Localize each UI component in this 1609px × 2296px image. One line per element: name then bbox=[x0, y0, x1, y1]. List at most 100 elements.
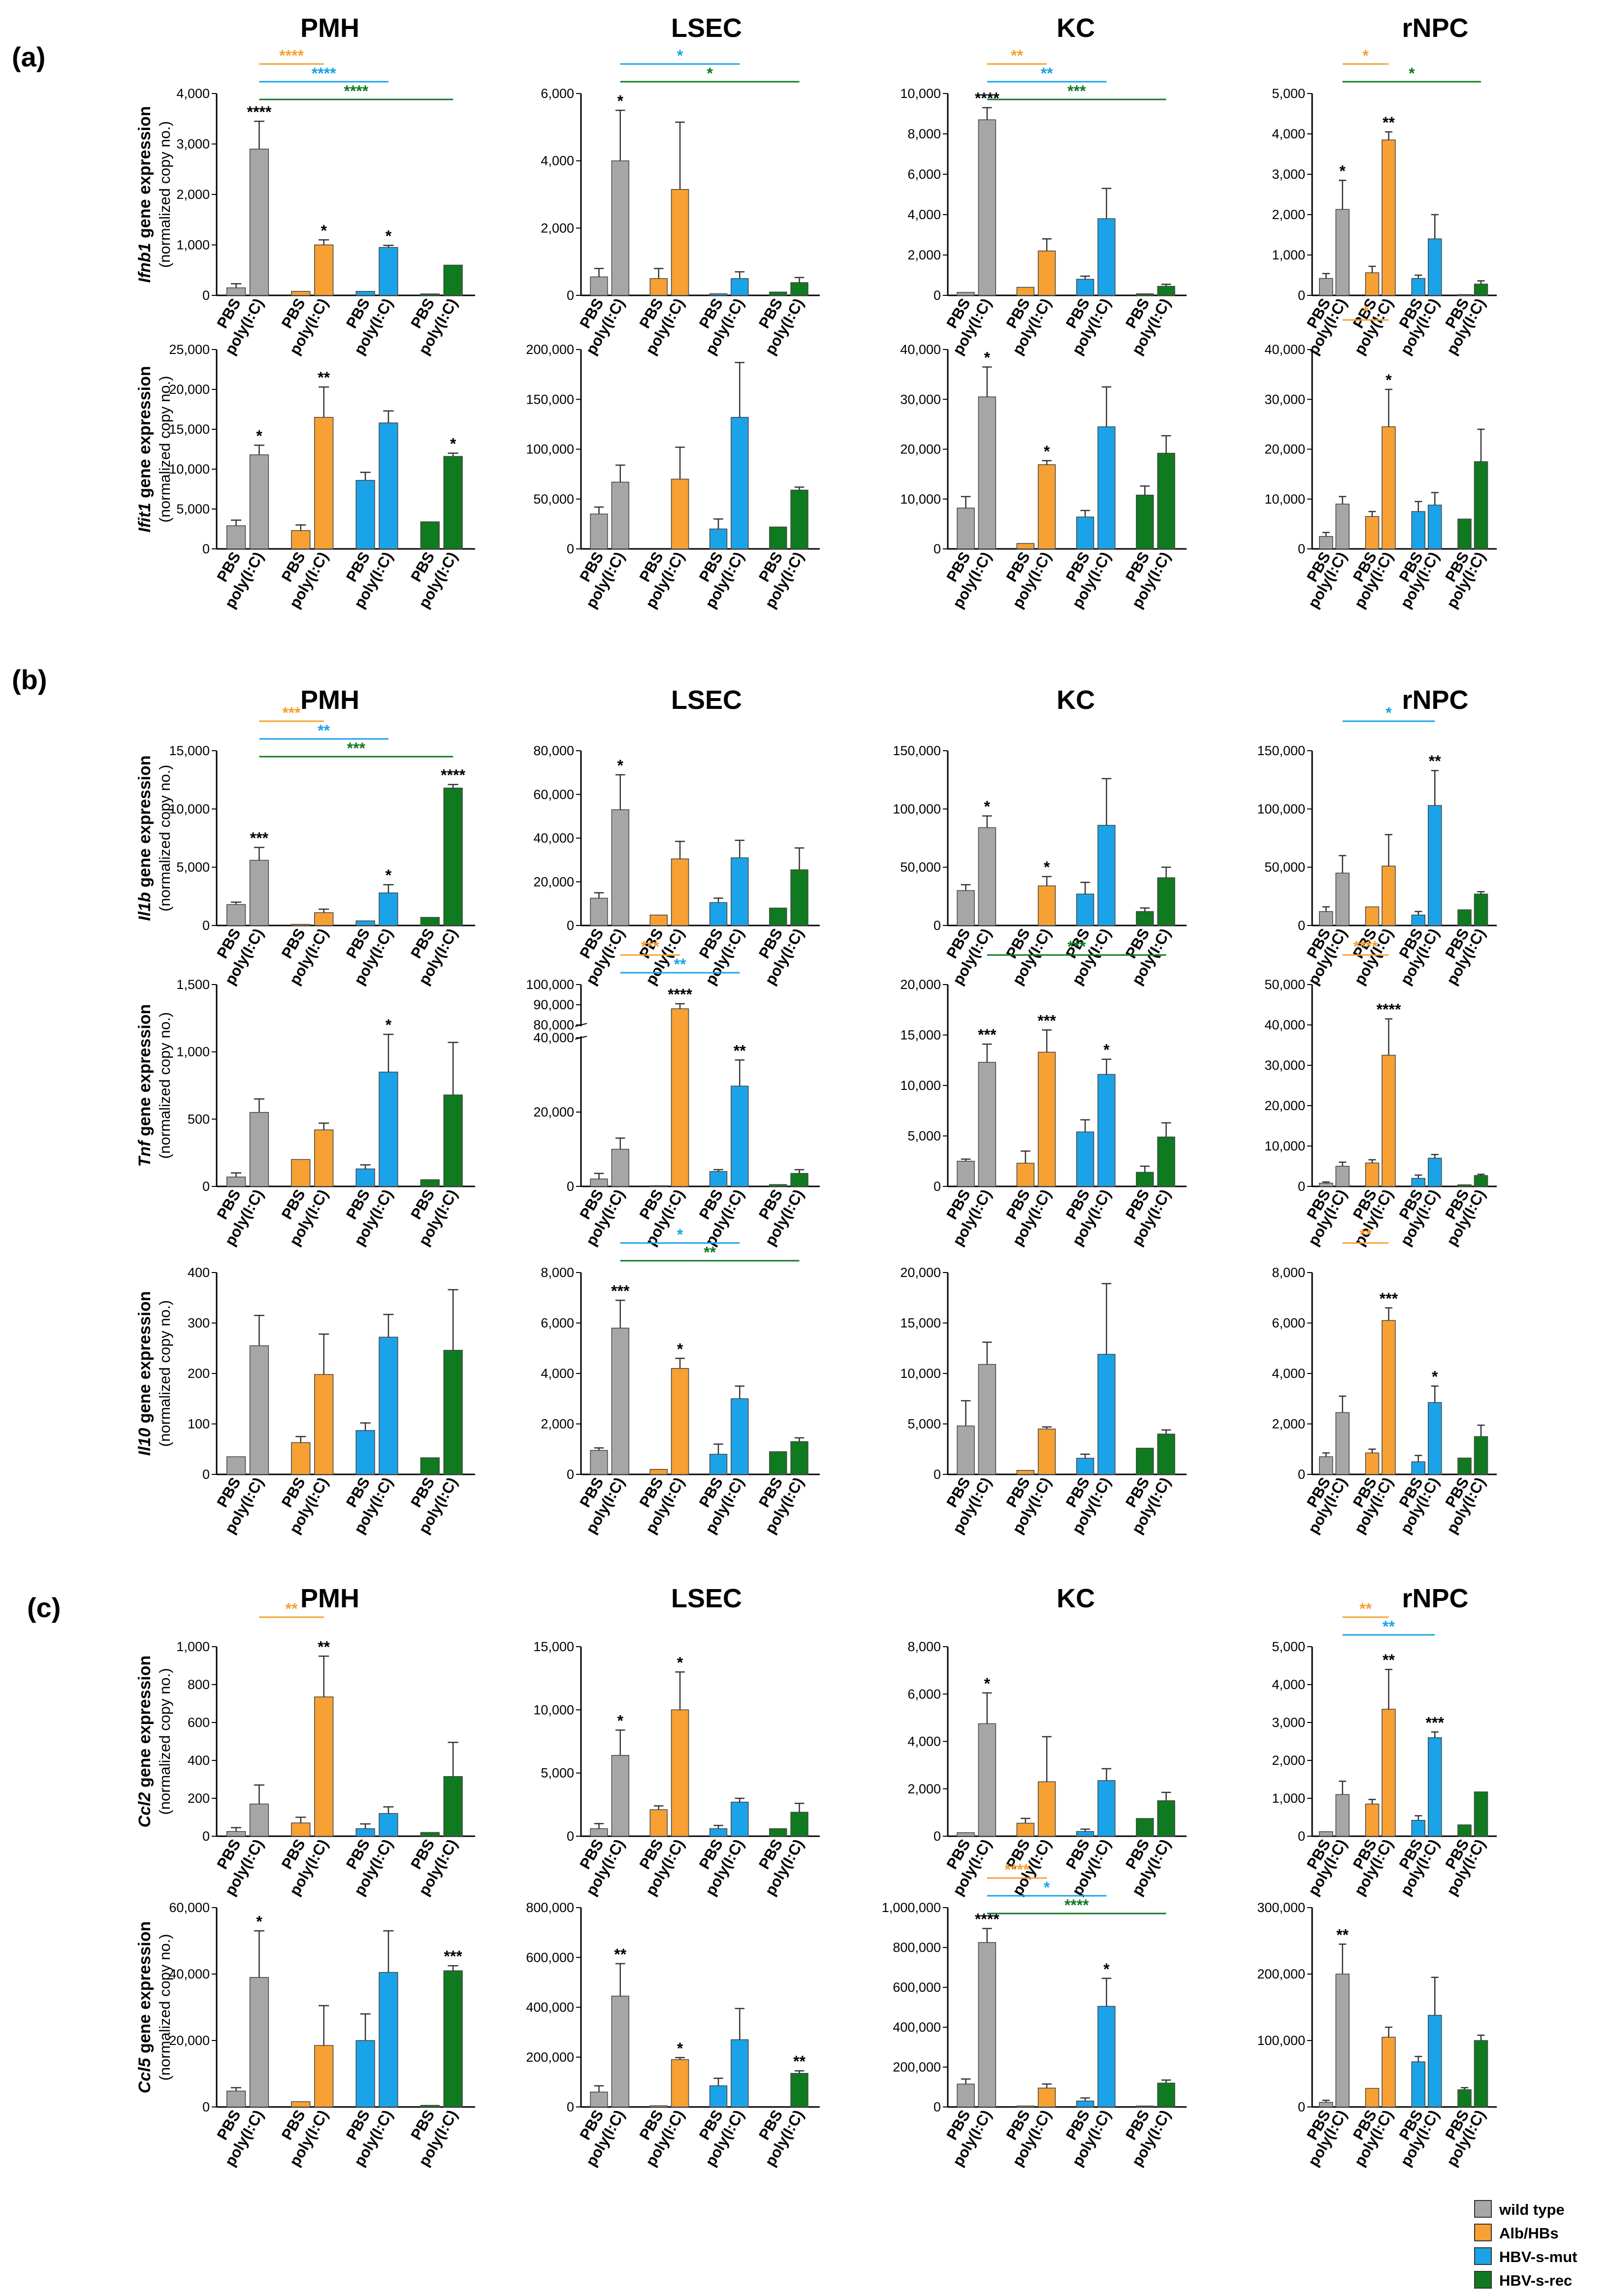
comparison-star: *** bbox=[641, 938, 660, 956]
significance-star: * bbox=[677, 1340, 683, 1358]
bar bbox=[790, 1441, 808, 1475]
y-tick-label: 400,000 bbox=[893, 2020, 941, 2035]
y-tick-label: 5,000 bbox=[907, 1417, 941, 1432]
y-title-suffix: gene expression bbox=[135, 1004, 154, 1141]
y-tick-label: 40,000 bbox=[169, 1967, 210, 1981]
bar bbox=[957, 1425, 975, 1475]
y-axis-subtitle: (normalized copy no.) bbox=[156, 121, 173, 268]
bar bbox=[671, 858, 689, 926]
bar bbox=[1335, 1412, 1350, 1475]
axis-break bbox=[575, 1026, 587, 1036]
y-tick-label: 0 bbox=[1298, 1829, 1305, 1844]
y-tick-label: 30,000 bbox=[1264, 1058, 1305, 1073]
bar bbox=[1474, 1436, 1488, 1475]
bar bbox=[790, 1812, 808, 1837]
significance-star: * bbox=[1044, 859, 1050, 876]
title-b-kc: KC bbox=[1057, 685, 1095, 715]
comparison-star: * bbox=[1385, 704, 1392, 722]
y-tick-label: 40,000 bbox=[533, 831, 574, 846]
y-tick-label: 0 bbox=[202, 288, 210, 303]
bar bbox=[957, 1161, 975, 1187]
bar bbox=[1382, 1709, 1396, 1837]
bar bbox=[226, 2090, 246, 2107]
bar bbox=[1136, 911, 1154, 926]
bar bbox=[731, 1801, 749, 1837]
comparison-star: ** bbox=[286, 1600, 298, 1618]
title-c-pmh: PMH bbox=[300, 1584, 359, 1613]
y-tick-label: 4,000 bbox=[1272, 127, 1305, 141]
significance-star: ** bbox=[734, 1042, 746, 1059]
bar bbox=[1457, 2089, 1472, 2107]
y-tick-label: 2,000 bbox=[1272, 1417, 1305, 1432]
y-tick-label: 0 bbox=[1298, 1179, 1305, 1194]
bar bbox=[1037, 1052, 1056, 1187]
y-tick-label: 50,000 bbox=[533, 492, 574, 507]
bar bbox=[978, 1062, 997, 1187]
bar bbox=[790, 489, 808, 549]
gene-name: Ifit1 bbox=[135, 503, 154, 532]
significance-star: * bbox=[1044, 443, 1050, 460]
y-tick-label: 10,000 bbox=[1264, 492, 1305, 507]
y-tick-label: 50,000 bbox=[1264, 860, 1305, 875]
y-tick-label: 0 bbox=[202, 1467, 210, 1482]
y-tick-label: 5,000 bbox=[176, 860, 210, 875]
significance-star: ** bbox=[318, 369, 330, 386]
bar bbox=[709, 1828, 728, 1837]
bar bbox=[1157, 1434, 1175, 1475]
bar bbox=[590, 276, 608, 296]
bar bbox=[420, 293, 440, 296]
bar bbox=[314, 1129, 334, 1187]
bar bbox=[420, 917, 440, 926]
bar bbox=[1076, 1831, 1094, 1837]
bar bbox=[249, 1112, 269, 1187]
y-tick-label: 2,000 bbox=[1272, 207, 1305, 222]
y-tick-label: 2,000 bbox=[176, 187, 210, 202]
y-tick-label: 20,000 bbox=[169, 382, 210, 397]
bar bbox=[314, 1374, 334, 1475]
bar bbox=[1365, 1452, 1380, 1475]
bar bbox=[291, 2101, 311, 2107]
bar bbox=[291, 291, 311, 296]
bar bbox=[1365, 2088, 1380, 2107]
y-tick-label: 0 bbox=[567, 1829, 574, 1844]
comparison-star: ** bbox=[1011, 47, 1023, 64]
y-tick-label: 0 bbox=[933, 542, 941, 556]
bar bbox=[420, 1832, 440, 1837]
y-axis-titles: Ifnb1 gene expression (normalized copy no… bbox=[135, 106, 173, 2094]
title-b-lsec: LSEC bbox=[671, 685, 742, 715]
significance-star: * bbox=[677, 1654, 683, 1671]
bar bbox=[1076, 1131, 1094, 1187]
bar bbox=[291, 1822, 311, 1837]
bar bbox=[611, 1754, 630, 1837]
bar bbox=[1457, 294, 1472, 296]
significance-star: **** bbox=[441, 766, 465, 784]
significance-star: * bbox=[617, 1712, 624, 1729]
comparison-star: **** bbox=[312, 64, 336, 82]
y-tick-label: 0 bbox=[202, 918, 210, 933]
significance-star: * bbox=[1432, 1368, 1438, 1386]
bar bbox=[443, 1776, 463, 1837]
y-tick-label: 0 bbox=[202, 1829, 210, 1844]
bar bbox=[649, 1469, 668, 1475]
bar bbox=[379, 1337, 398, 1475]
gene-name: Tnf bbox=[135, 1139, 154, 1167]
title-c-kc: KC bbox=[1057, 1584, 1095, 1613]
significance-star: * bbox=[386, 227, 392, 245]
panel-label-a: (a) bbox=[12, 41, 45, 72]
bar bbox=[226, 525, 246, 549]
bar bbox=[731, 2039, 749, 2107]
y-tick-label: 500 bbox=[188, 1112, 210, 1126]
bar bbox=[1335, 1166, 1350, 1187]
y-tick-label: 200 bbox=[188, 1791, 210, 1806]
y-tick-label: 3,000 bbox=[176, 137, 210, 152]
bar bbox=[769, 907, 787, 926]
significance-star: *** bbox=[1426, 1714, 1445, 1731]
bar bbox=[590, 513, 608, 549]
y-tick-label: 30,000 bbox=[900, 392, 941, 407]
